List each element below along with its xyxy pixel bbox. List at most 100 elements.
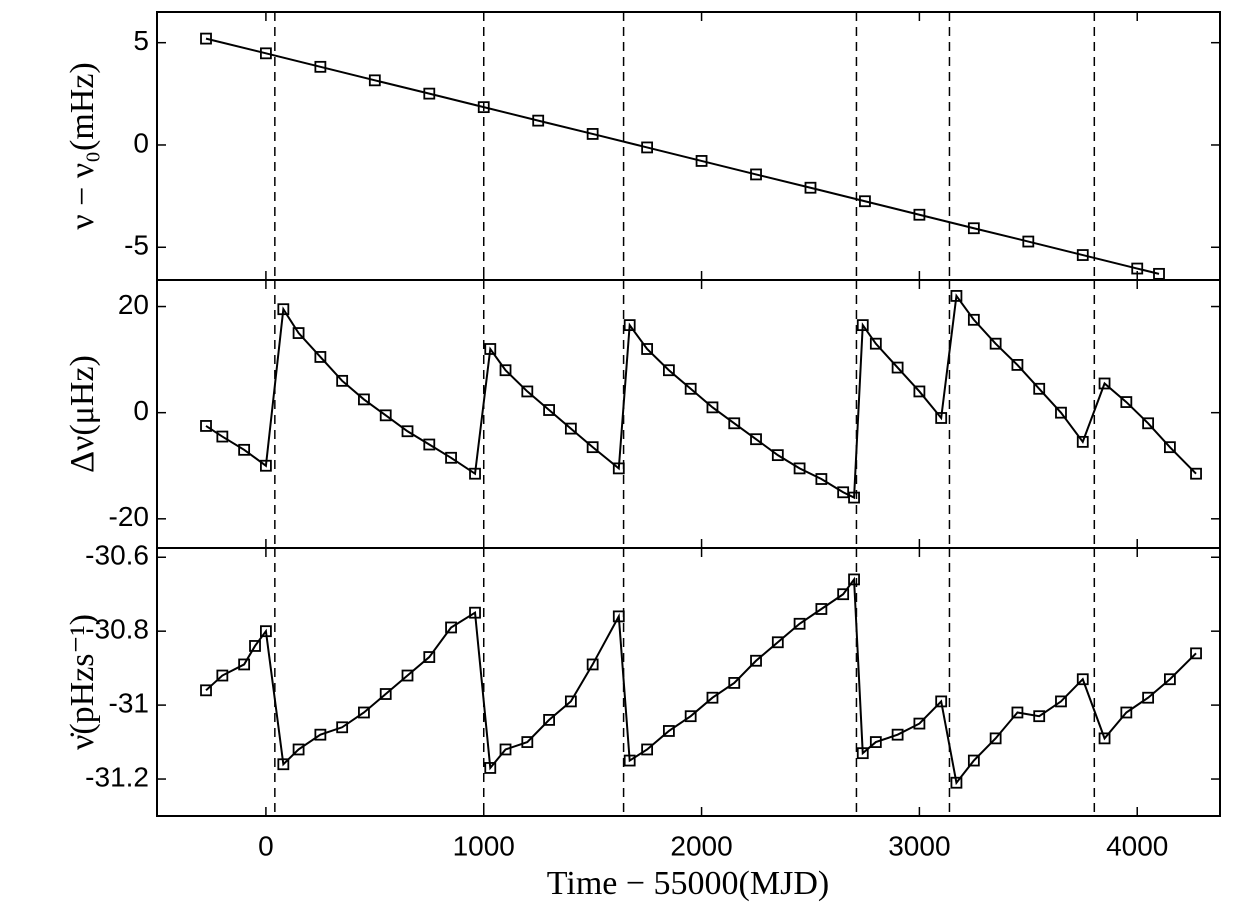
data-point <box>238 658 251 671</box>
data-point <box>771 449 784 462</box>
data-point <box>662 364 675 377</box>
data-point <box>469 606 481 619</box>
data-point <box>564 422 577 435</box>
data-point <box>989 337 1002 350</box>
data-point <box>379 409 392 422</box>
y-tick-label: -31.2 <box>85 761 149 792</box>
data-point <box>1055 695 1067 708</box>
y-tick-label: -20 <box>109 501 149 532</box>
data-point <box>1022 235 1035 248</box>
data-point <box>358 706 370 719</box>
data-point <box>586 658 599 671</box>
data-point <box>1076 673 1089 686</box>
data-point <box>750 433 762 446</box>
data-point <box>913 208 926 221</box>
data-point <box>292 327 305 339</box>
data-point <box>804 181 817 194</box>
x-tick-label: 4000 <box>1106 830 1168 861</box>
data-point <box>856 747 869 760</box>
data-point <box>260 47 272 60</box>
y-tick-label: -5 <box>124 230 149 261</box>
data-point <box>662 725 675 737</box>
data-point <box>423 651 436 663</box>
data-point <box>869 736 882 748</box>
data-point <box>200 420 212 432</box>
data-point <box>793 462 806 475</box>
data-point <box>292 743 305 756</box>
data-point <box>1076 249 1089 261</box>
data-point <box>1076 435 1089 448</box>
y-tick-label: -30.6 <box>85 540 149 571</box>
data-point <box>277 303 290 316</box>
data-point <box>277 758 290 771</box>
data-point <box>891 728 904 741</box>
data-point <box>499 364 512 377</box>
data-point <box>521 385 534 398</box>
y-tick-label: 0 <box>133 395 149 426</box>
data-point <box>706 401 719 414</box>
y-axis-label: ν − ν₀(mHz) <box>64 62 101 230</box>
data-point <box>200 684 212 697</box>
data-point <box>837 588 850 601</box>
data-point <box>815 473 828 485</box>
data-point <box>532 114 545 127</box>
data-point <box>891 361 904 374</box>
series-line <box>205 293 1197 500</box>
data-point <box>815 603 828 615</box>
data-point <box>935 412 948 424</box>
data-point <box>586 441 599 454</box>
data-point <box>445 621 457 634</box>
data-point <box>336 374 349 387</box>
data-point <box>1163 673 1176 686</box>
data-point <box>521 736 534 748</box>
data-point <box>967 754 980 767</box>
data-point <box>641 743 654 756</box>
data-point <box>379 688 392 700</box>
data-point <box>249 640 261 652</box>
data-point <box>1131 262 1144 275</box>
y-tick-label: -30.8 <box>85 614 149 645</box>
y-tick-label: -31 <box>109 687 149 718</box>
data-point <box>1190 467 1202 480</box>
data-point <box>935 695 948 708</box>
data-point <box>445 451 457 464</box>
data-point <box>260 459 272 472</box>
data-point <box>314 728 327 741</box>
x-tick-label: 1000 <box>453 830 515 861</box>
data-point <box>1142 417 1155 430</box>
data-point <box>967 313 980 326</box>
data-point <box>564 695 577 708</box>
data-point <box>913 717 926 730</box>
y-tick-label: 5 <box>133 25 149 56</box>
data-point <box>423 87 436 100</box>
series-line <box>205 37 1160 275</box>
x-tick-label: 3000 <box>888 830 950 861</box>
data-point <box>216 669 229 682</box>
x-axis-label: Time − 55000(MJD) <box>547 865 829 902</box>
data-point <box>1190 647 1202 660</box>
data-point <box>967 222 980 235</box>
data-point <box>499 743 512 756</box>
x-tick-label: 2000 <box>670 830 732 861</box>
data-point <box>401 425 414 438</box>
data-point <box>216 430 229 443</box>
data-point <box>314 60 327 73</box>
data-point <box>856 319 869 332</box>
data-point <box>238 443 251 456</box>
y-axis-label: Δν(μHz) <box>64 355 101 473</box>
data-point <box>612 610 625 623</box>
data-point <box>1011 706 1024 719</box>
data-point <box>1163 441 1176 454</box>
data-point <box>728 677 741 689</box>
data-point <box>200 32 212 45</box>
data-point <box>586 128 599 140</box>
y-tick-label: 0 <box>133 127 149 158</box>
data-point <box>1098 377 1111 390</box>
data-point <box>728 417 741 430</box>
data-point <box>950 776 963 789</box>
data-point <box>314 351 327 363</box>
data-point <box>1033 382 1046 395</box>
data-point <box>358 393 370 406</box>
data-point <box>869 337 882 350</box>
